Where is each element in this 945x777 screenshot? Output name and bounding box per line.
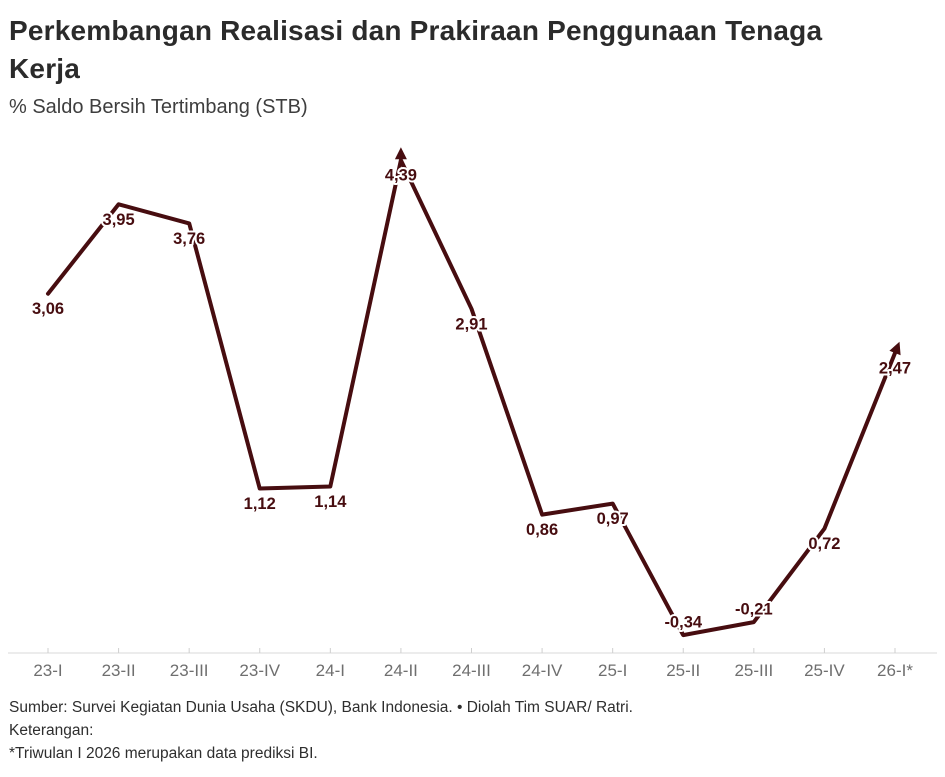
data-point-label: 3,76 — [173, 230, 205, 248]
note-label: Keterangan: — [9, 722, 94, 739]
x-tick-label: 25-IV — [804, 661, 845, 680]
data-point-label: 1,14 — [314, 493, 347, 511]
x-tick-label: 24-I — [316, 661, 345, 680]
x-tick-label: 25-III — [734, 661, 773, 680]
data-point-label: 3,95 — [103, 211, 135, 229]
x-tick-label: 23-III — [170, 661, 209, 680]
data-point-label: 0,97 — [597, 510, 629, 528]
line-chart: 23-I 23-II 23-III 23-IV 24-I 24-II 24-III 24-IV… — [8, 147, 937, 680]
trend-line — [46, 158, 897, 638]
data-point-label: 1,12 — [244, 495, 276, 513]
x-tick-label: 23-I — [33, 661, 62, 680]
data-point-label: 4,39 — [385, 167, 417, 185]
x-tick-label: 23-II — [102, 661, 136, 680]
data-point-label: -0,34 — [664, 614, 702, 632]
data-point-label: 2,47 — [879, 359, 911, 377]
page-title: Perkembangan Realisasi dan Prakiraan Pen… — [9, 15, 823, 84]
data-point-label: 0,72 — [808, 535, 840, 553]
peak-arrow-icon — [394, 147, 407, 160]
x-tick-label: 25-II — [666, 661, 700, 680]
x-tick-label: 24-IV — [522, 661, 563, 680]
prediction-note: *Triwulan I 2026 merupakan data prediksi… — [9, 745, 318, 762]
x-tick-label: 23-IV — [239, 661, 280, 680]
chart-footer: Sumber: Survei Kegiatan Dunia Usaha (SKD… — [9, 696, 633, 765]
x-tick-label: 24-III — [452, 661, 491, 680]
x-tick-label: 25-I — [598, 661, 627, 680]
x-tick-label: 24-II — [384, 661, 418, 680]
forecast-arrow-icon — [889, 341, 901, 356]
data-point-label: 2,91 — [455, 315, 487, 333]
data-point-label: -0,21 — [735, 601, 773, 619]
data-point-label: 3,06 — [32, 300, 64, 318]
chart-subtitle: % Saldo Bersih Tertimbang (STB) — [9, 96, 308, 118]
x-tick-label: 26-I* — [877, 661, 913, 680]
data-point-label: 0,86 — [526, 521, 558, 539]
source-note: Sumber: Survei Kegiatan Dunia Usaha (SKD… — [9, 699, 633, 716]
